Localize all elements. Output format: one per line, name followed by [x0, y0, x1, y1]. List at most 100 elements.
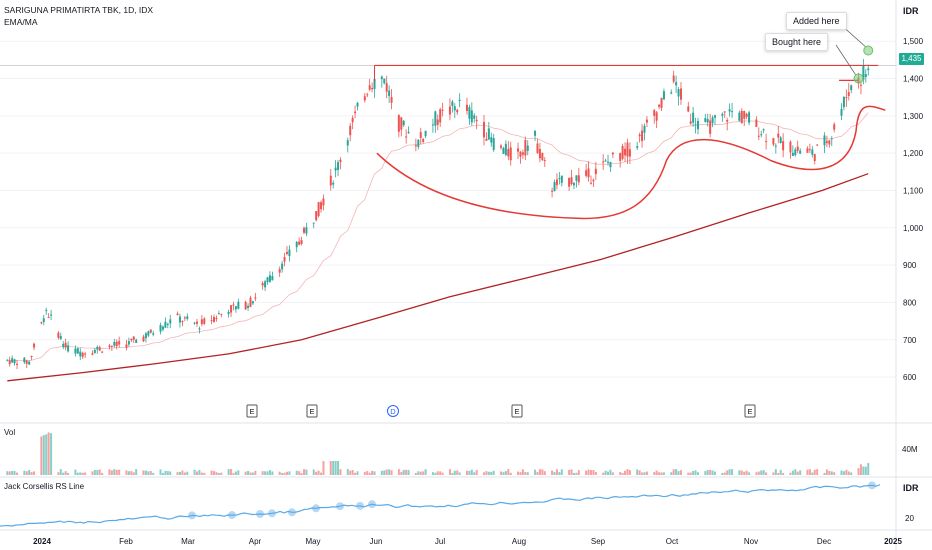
candle-body — [25, 360, 28, 364]
candle-body — [288, 249, 291, 257]
candle-body — [118, 341, 121, 345]
candle-body — [594, 168, 597, 175]
volume-bar — [198, 469, 201, 475]
volume-bar — [295, 470, 298, 475]
volume-bar — [332, 461, 335, 475]
volume-bar — [186, 471, 189, 475]
candle-body — [84, 353, 87, 355]
candle-body — [458, 99, 461, 101]
x-tick-label: Mar — [181, 537, 195, 546]
volume-bar — [740, 470, 743, 475]
candle-body — [390, 96, 393, 103]
candle-body — [509, 147, 512, 161]
volume-bar — [414, 472, 417, 475]
candle-body — [862, 65, 865, 80]
volume-bar — [200, 472, 203, 475]
candle-body — [67, 345, 70, 352]
cup-curve — [376, 105, 886, 220]
candle-body — [660, 97, 663, 108]
candle-body — [76, 348, 79, 354]
y-tick-label: 1,500 — [903, 37, 924, 46]
volume-bar — [339, 469, 342, 475]
volume-bar — [388, 469, 391, 475]
volume-bar — [777, 472, 780, 475]
volume-bar — [178, 471, 181, 475]
candle-body — [833, 124, 836, 130]
volume-bar — [524, 472, 527, 475]
candle-body — [748, 112, 751, 123]
volume-bar — [458, 472, 461, 475]
candle-body — [796, 146, 799, 151]
rs-new-high-dot — [268, 509, 276, 518]
volume-bar — [692, 470, 695, 475]
candle-body — [470, 110, 473, 123]
volume-bar — [118, 469, 121, 475]
volume-bar — [181, 470, 184, 475]
volume-bar — [833, 472, 836, 475]
y-tick-label: 1,100 — [903, 186, 924, 195]
candle-body — [504, 143, 507, 155]
volume-bar — [748, 472, 751, 475]
candle-body — [847, 92, 850, 96]
volume-bar — [40, 436, 43, 475]
volume-bar — [456, 470, 459, 475]
volume-bar — [621, 472, 624, 475]
candle-body — [422, 139, 425, 142]
candle-body — [519, 151, 522, 157]
volume-bar — [125, 470, 128, 475]
volume-bar — [643, 472, 646, 475]
candle-body — [840, 109, 843, 116]
indicator-label[interactable]: EMA/MA — [4, 17, 38, 27]
candle-body — [159, 324, 162, 332]
volume-bar — [694, 470, 697, 475]
volume-bar — [390, 470, 393, 475]
symbol-title[interactable]: SARIGUNA PRIMATIRTA TBK, 1D, IDX — [4, 5, 154, 15]
candle-body — [451, 101, 454, 106]
volume-bar — [337, 461, 340, 475]
volume-bar — [62, 472, 65, 475]
volume-bar — [602, 472, 605, 475]
volume-bar — [368, 472, 371, 475]
volume-bar — [108, 469, 111, 475]
volume-bar — [142, 470, 145, 475]
candle-body — [356, 102, 359, 107]
candle-body — [628, 149, 631, 157]
candle-body — [434, 111, 437, 126]
candle-body — [96, 346, 99, 350]
candle-body — [731, 111, 734, 113]
candle-body — [283, 257, 286, 262]
candle-body — [611, 152, 614, 155]
volume-bar — [25, 471, 28, 475]
candle-body — [662, 91, 665, 100]
rs-new-high-dot — [356, 501, 364, 510]
candle-body — [670, 92, 673, 94]
volume-bar — [33, 471, 36, 475]
candle-body — [176, 313, 179, 316]
volume-bar — [193, 469, 196, 475]
candle-body — [714, 115, 717, 118]
volume-bar — [760, 470, 763, 475]
volume-bar — [110, 470, 113, 475]
candle-body — [181, 321, 184, 323]
volume-bar — [45, 434, 48, 475]
volume-bar — [234, 471, 237, 475]
candle-body — [315, 211, 318, 221]
candle-body — [692, 112, 695, 123]
candle-body — [16, 363, 19, 365]
volume-bar — [266, 471, 269, 475]
candle-body — [45, 309, 48, 311]
candle-body — [672, 75, 675, 82]
candle-body — [626, 142, 629, 157]
candle-body — [81, 352, 84, 357]
candle-body — [799, 150, 802, 154]
volume-bar — [251, 472, 254, 475]
candle-body — [366, 94, 369, 96]
volume-bar — [757, 471, 760, 475]
y-tick-label: 600 — [903, 373, 917, 382]
candle-body — [570, 177, 573, 185]
volume-bars — [6, 432, 870, 475]
x-tick-label: Apr — [249, 537, 262, 546]
volume-bar — [811, 472, 814, 475]
candle-body — [115, 341, 118, 347]
